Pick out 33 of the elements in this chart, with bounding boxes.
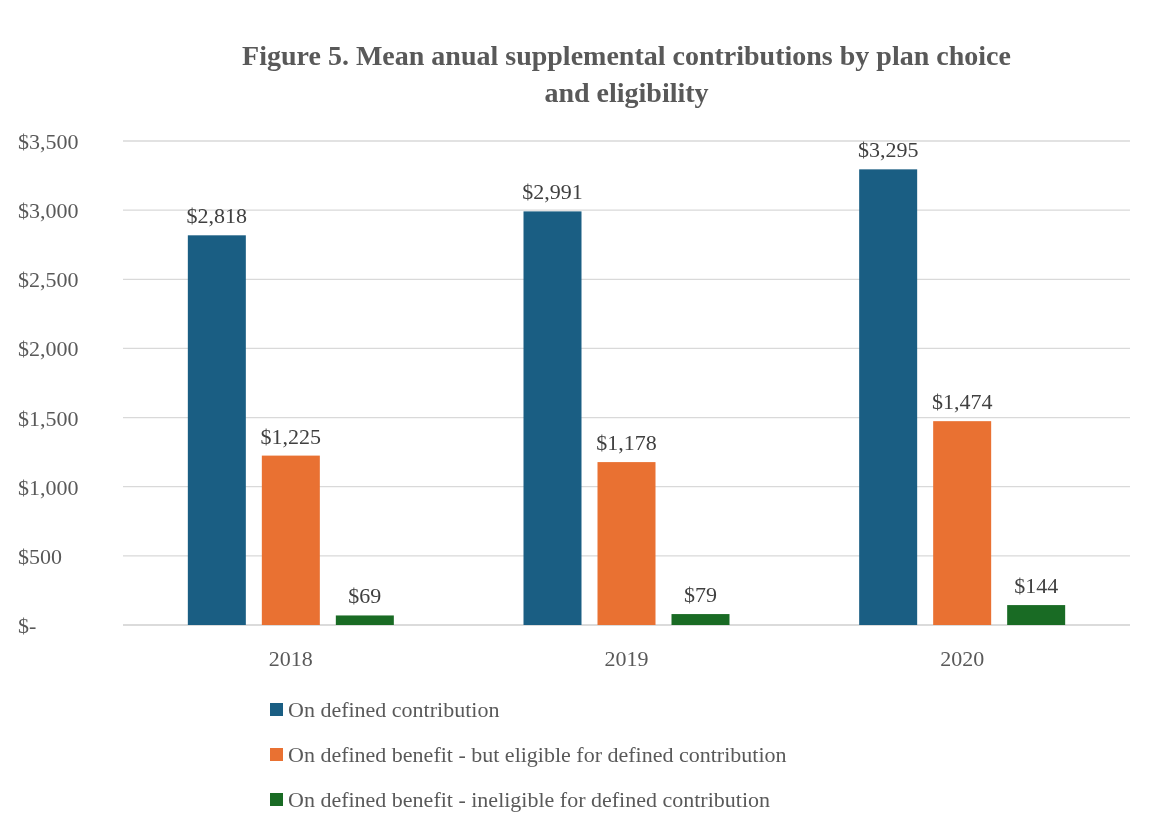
legend-label: On defined benefit - but eligible for defined contribution [288, 742, 787, 767]
data-label: $1,225 [260, 423, 322, 449]
data-label: $3,295 [857, 137, 919, 163]
bar [671, 614, 730, 625]
data-label: $79 [684, 582, 717, 608]
y-tick-label: $- [18, 613, 37, 638]
data-label: $69 [348, 583, 382, 609]
x-tick-label: 2018 [268, 646, 313, 671]
bar [523, 211, 582, 625]
bar [859, 169, 918, 625]
y-tick-label: $2,500 [18, 267, 79, 293]
bar [597, 462, 656, 625]
bar [187, 235, 246, 625]
x-tick-label: 2020 [940, 646, 985, 671]
legend-label: On defined contribution [288, 697, 500, 722]
legend-label: On defined benefit - ineligible for defined contribution [288, 787, 771, 812]
data-label: $2,818 [186, 203, 248, 229]
data-label: $2,991 [522, 179, 583, 205]
chart-title: Figure 5. Mean anual supplemental contributions by plan choice and eligibility [242, 40, 1011, 108]
y-tick-label: $3,000 [18, 198, 79, 224]
data-label: $1,474 [931, 389, 993, 415]
bar [933, 421, 992, 625]
y-tick-label: $1,000 [18, 474, 79, 500]
x-tick-label: 2019 [604, 646, 649, 671]
y-tick-label: $2,000 [18, 336, 79, 362]
y-tick-label: $3,500 [18, 129, 79, 154]
data-label: $1,178 [596, 430, 657, 456]
y-tick-label: $500 [18, 543, 62, 569]
data-label: $144 [1014, 573, 1059, 599]
bar [261, 455, 320, 625]
y-tick-label: $1,500 [18, 405, 79, 431]
bar [1007, 605, 1066, 625]
bar [335, 615, 394, 625]
